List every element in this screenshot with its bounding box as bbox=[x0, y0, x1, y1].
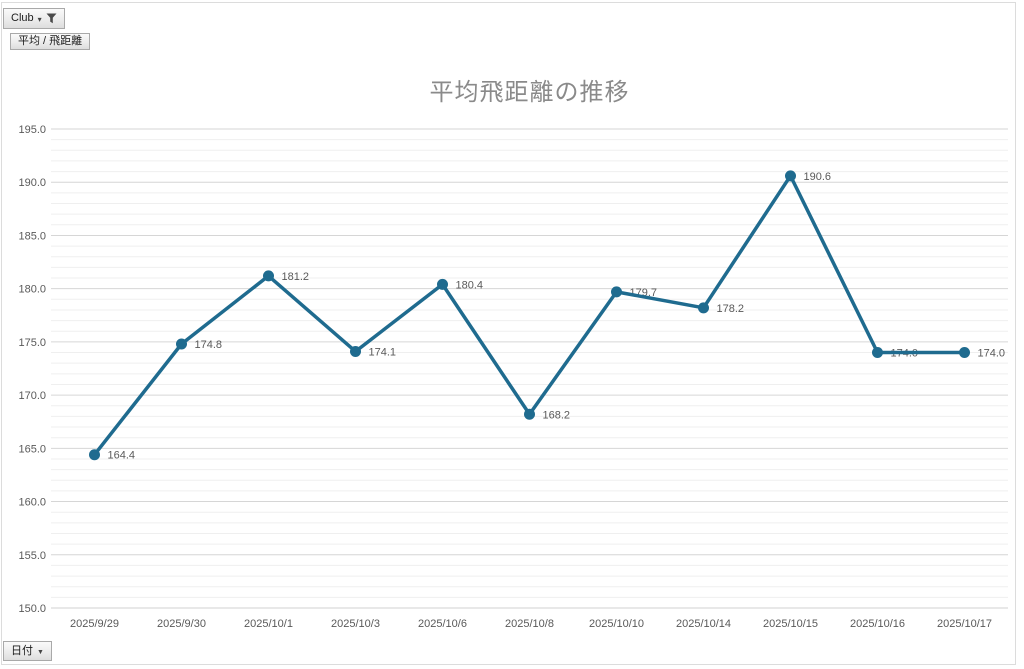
data-point-marker bbox=[263, 270, 274, 282]
x-axis-tick-label: 2025/10/3 bbox=[331, 618, 380, 630]
chart-title: 平均飛距離の推移 bbox=[429, 79, 630, 106]
filter-button-label: Club bbox=[11, 12, 34, 24]
x-axis-tick-label: 2025/10/15 bbox=[763, 618, 818, 630]
y-axis-tick-label: 190.0 bbox=[18, 177, 46, 189]
y-axis-tick-label: 170.0 bbox=[18, 390, 46, 402]
data-point-marker bbox=[785, 170, 796, 182]
x-axis-tick-label: 2025/10/1 bbox=[244, 618, 293, 630]
pivot-value-field-button[interactable]: 平均 / 飛距離 bbox=[10, 33, 91, 50]
x-axis-tick-label: 2025/9/30 bbox=[157, 618, 206, 630]
y-axis-tick-label: 165.0 bbox=[18, 443, 46, 455]
data-point-label: 174.8 bbox=[195, 339, 223, 351]
x-axis-tick-label: 2025/10/10 bbox=[589, 618, 644, 630]
y-axis-tick-label: 195.0 bbox=[18, 124, 46, 136]
pivot-filter-button-club[interactable]: Club ▾ bbox=[3, 8, 65, 29]
data-point-label: 190.6 bbox=[804, 171, 832, 183]
data-point-marker bbox=[89, 449, 100, 461]
y-axis-tick-label: 185.0 bbox=[18, 230, 46, 242]
data-point-marker bbox=[611, 286, 622, 298]
y-axis-tick-label: 180.0 bbox=[18, 284, 46, 296]
data-point-marker bbox=[437, 278, 448, 290]
data-point-marker bbox=[176, 338, 187, 350]
axis-field-label: 日付 bbox=[11, 644, 33, 657]
data-point-label: 174.1 bbox=[369, 346, 397, 358]
x-axis-tick-label: 2025/10/16 bbox=[850, 618, 905, 630]
filter-funnel-icon bbox=[46, 13, 57, 24]
value-field-label: 平均 / 飛距離 bbox=[18, 35, 83, 47]
x-axis-tick-label: 2025/10/8 bbox=[505, 618, 554, 630]
data-point-label: 164.4 bbox=[108, 450, 136, 462]
pivot-axis-field-button-date[interactable]: 日付 ▼ bbox=[3, 641, 52, 661]
y-axis-tick-label: 150.0 bbox=[18, 603, 46, 615]
x-axis-tick-label: 2025/10/14 bbox=[676, 618, 731, 630]
data-point-label: 174.0 bbox=[978, 348, 1006, 360]
data-point-label: 180.4 bbox=[456, 279, 484, 291]
y-axis-tick-label: 155.0 bbox=[18, 550, 46, 562]
data-point-marker bbox=[959, 347, 970, 359]
data-point-marker bbox=[872, 347, 883, 359]
data-point-marker bbox=[350, 345, 361, 357]
data-point-label: 178.2 bbox=[717, 303, 745, 315]
data-point-marker bbox=[524, 408, 535, 420]
data-point-label: 181.2 bbox=[282, 271, 310, 283]
x-axis-tick-label: 2025/10/17 bbox=[937, 618, 992, 630]
y-axis-tick-label: 160.0 bbox=[18, 497, 46, 509]
x-axis-tick-label: 2025/9/29 bbox=[70, 618, 119, 630]
data-point-label: 168.2 bbox=[543, 409, 571, 421]
y-axis-tick-label: 175.0 bbox=[18, 337, 46, 349]
chevron-down-icon: ▼ bbox=[37, 648, 44, 656]
data-point-marker bbox=[698, 302, 709, 314]
x-axis-tick-label: 2025/10/6 bbox=[418, 618, 467, 630]
chevron-down-icon: ▾ bbox=[37, 14, 42, 24]
